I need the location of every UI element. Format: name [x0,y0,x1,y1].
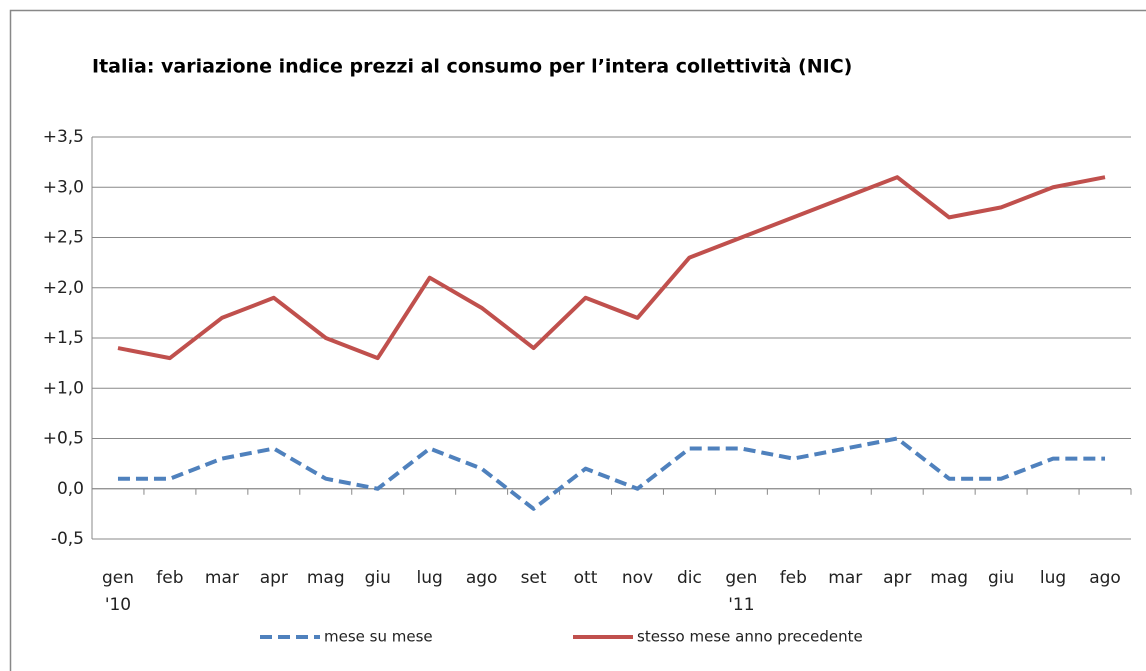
y-tick-label: +3,5 [43,127,84,147]
y-tick-label: +2,0 [43,278,84,298]
legend-label: mese su mese [324,628,433,646]
x-tick-label: mar [828,568,862,588]
x-tick-label: dic [677,568,702,588]
x-period-label: '11 [728,595,754,615]
x-tick-label: ott [574,568,598,588]
x-tick-label: feb [780,568,807,588]
x-tick-label: gen [102,568,134,588]
x-tick-label: ago [1089,568,1121,588]
x-period-label: '10 [105,595,131,615]
x-tick-label: giu [365,568,391,588]
x-tick-label: mar [205,568,239,588]
x-tick-label: mag [930,568,968,588]
chart-frame [9,9,1146,671]
x-tick-label: feb [156,568,183,588]
chart-title: Italia: variazione indice prezzi al cons… [92,56,852,78]
x-tick-label: apr [260,568,288,588]
y-tick-label: +3,0 [43,177,84,197]
x-tick-label: gen [725,568,757,588]
series-line [117,175,1106,361]
y-tick-label: +1,5 [43,328,84,348]
y-tick-label: 0,0 [57,479,84,499]
y-tick-label: +0,5 [43,429,84,449]
y-tick-label: +2,5 [43,228,84,248]
y-tick-label: -0,5 [51,529,84,549]
x-tick-label: lug [417,568,443,588]
x-tick-label: apr [883,568,911,588]
x-tick-label: set [521,568,547,588]
x-tick-label: lug [1040,568,1066,588]
legend-label: stesso mese anno precedente [637,628,863,646]
x-tick-label: ago [466,568,498,588]
series-line [117,436,1106,511]
x-tick-label: nov [622,568,653,588]
y-tick-label: +1,0 [43,378,84,398]
x-tick-label: mag [307,568,345,588]
x-tick-label: giu [988,568,1014,588]
